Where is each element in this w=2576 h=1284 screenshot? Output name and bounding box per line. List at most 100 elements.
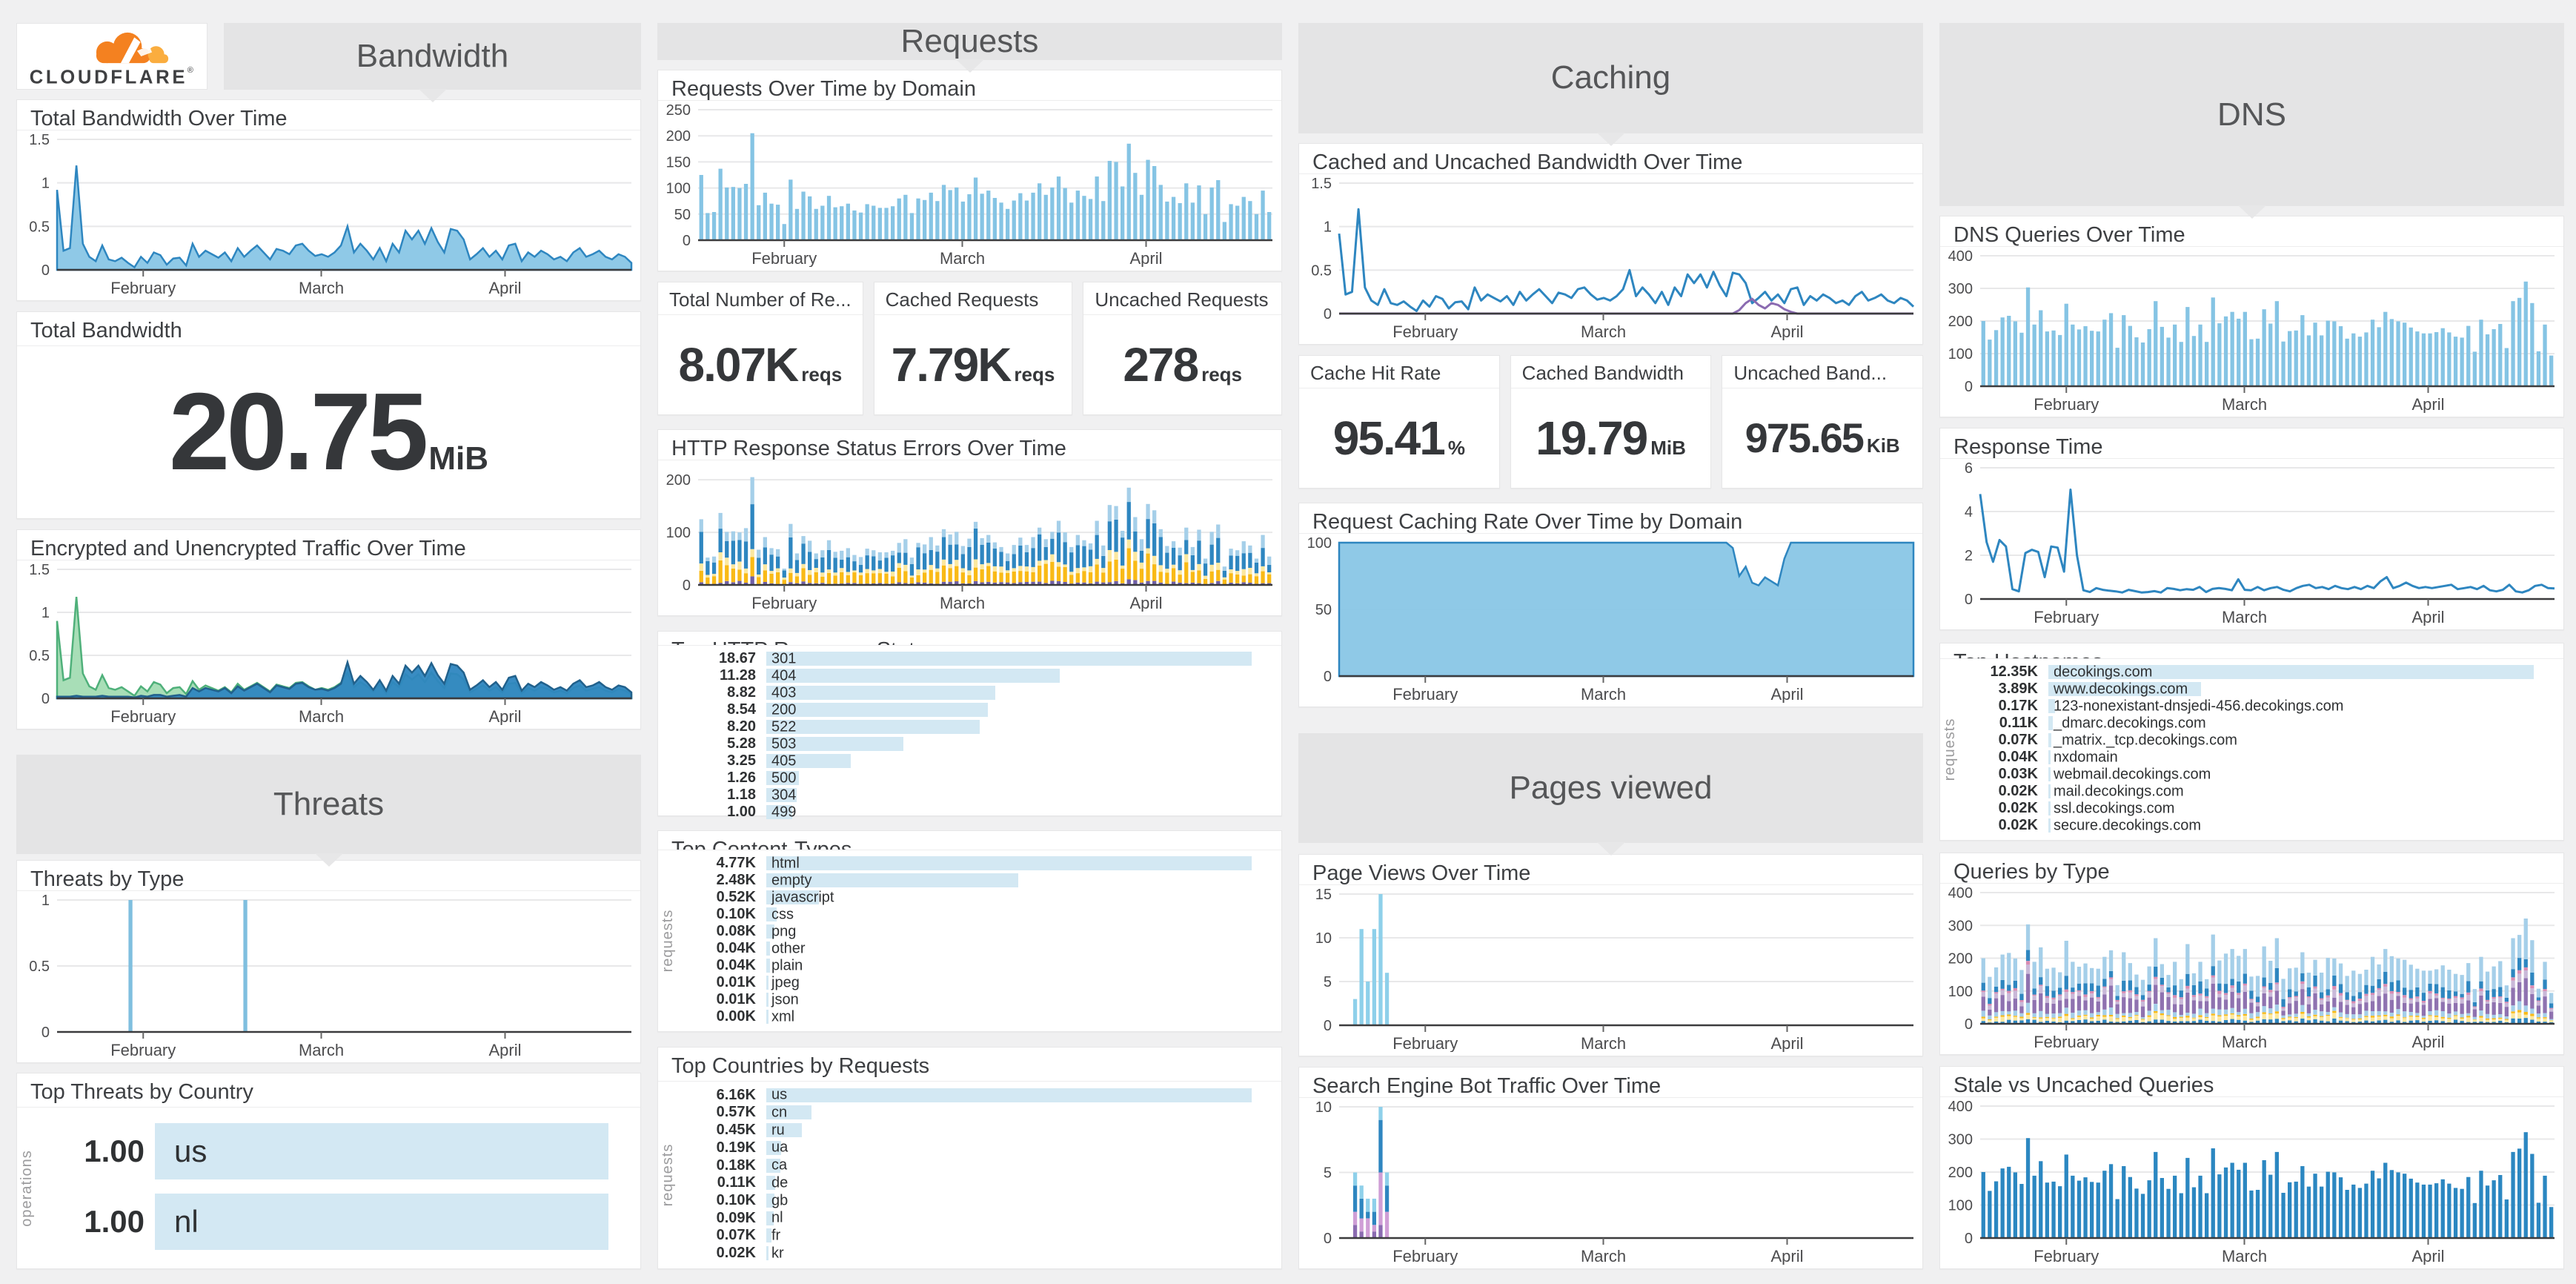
- svg-text:February: February: [110, 707, 176, 725]
- section-title: Requests: [900, 23, 1039, 59]
- stat-card-uncached-bandwidth: Uncached Band... 975.65 KiB: [1722, 354, 1924, 489]
- item-value: 0.57K: [716, 1104, 756, 1121]
- panel-title: Requests Over Time by Domain: [658, 70, 1281, 101]
- item-label: nl: [174, 1204, 199, 1239]
- list-item: 0.03K webmail.decokings.com: [1962, 766, 2549, 783]
- svg-text:200: 200: [666, 128, 691, 145]
- list-item: 0.02K ssl.decokings.com: [1962, 800, 2549, 817]
- panel-title: Top Threats by Country: [17, 1073, 640, 1108]
- list-item: 12.35K decokings.com: [1962, 663, 2549, 681]
- svg-text:50: 50: [1315, 602, 1332, 618]
- panel-title: Request Caching Rate Over Time by Domain: [1299, 503, 1922, 534]
- svg-text:0: 0: [42, 1025, 50, 1041]
- response-time-chart: 0 2 4 6 February March April: [1940, 459, 2563, 629]
- svg-text:50: 50: [674, 207, 691, 223]
- svg-text:February: February: [2034, 395, 2099, 413]
- svg-text:March: March: [2222, 395, 2267, 413]
- stat-number: 8.07K: [678, 338, 799, 391]
- stat-title: Cache Hit Rate: [1299, 356, 1499, 388]
- list-item: 0.09K nl: [680, 1210, 1267, 1227]
- svg-text:March: March: [2222, 608, 2267, 626]
- list-item: 0.04K plain: [680, 957, 1267, 974]
- list-item: 2.48K empty: [680, 872, 1267, 889]
- svg-text:0: 0: [1965, 1016, 1973, 1033]
- list-item: 0.02K kr: [680, 1245, 1267, 1262]
- panel-title: Response Time: [1940, 428, 2563, 459]
- item-label: ssl.decokings.com: [2054, 800, 2175, 816]
- top-threats-by-country-list: 1.00 us 1.00 nl operations: [17, 1108, 640, 1268]
- item-bar: [2048, 665, 2534, 679]
- item-value: 0.11K: [717, 1174, 756, 1191]
- item-bar: [2048, 682, 2202, 696]
- svg-text:0.5: 0.5: [29, 648, 50, 664]
- svg-text:February: February: [751, 249, 817, 267]
- list-item: 11.28 404: [680, 667, 1267, 684]
- stat-number: 278: [1123, 338, 1199, 391]
- list-item: 8.20 522: [680, 718, 1267, 735]
- svg-text:April: April: [2411, 395, 2444, 413]
- item-label: other: [771, 940, 806, 956]
- stat-unit: %: [1447, 436, 1465, 459]
- list-item: 0.45K ru: [680, 1122, 1267, 1139]
- item-bar: [766, 805, 793, 819]
- item-label: nl: [771, 1209, 783, 1226]
- panel-top-threats-by-country: Top Threats by Country 1.00 us 1.00 nl opera…: [16, 1073, 641, 1269]
- section-title: Bandwidth: [356, 38, 509, 74]
- svg-text:300: 300: [1948, 281, 1973, 297]
- section-title: Threats: [273, 786, 385, 822]
- svg-text:4: 4: [1965, 504, 1973, 520]
- svg-text:400: 400: [1948, 248, 1973, 265]
- item-value: 11.28: [720, 667, 756, 684]
- axis-unit-label: operations: [19, 1149, 35, 1227]
- item-label: 499: [771, 804, 797, 820]
- total-bandwidth-value: 20.75 MiB: [17, 346, 640, 518]
- svg-text:February: February: [1392, 1247, 1458, 1265]
- svg-text:1.5: 1.5: [29, 562, 50, 578]
- item-value: 3.25: [727, 752, 756, 769]
- svg-text:February: February: [1392, 1034, 1458, 1052]
- item-value: 0.04K: [716, 940, 756, 956]
- panel-response-time: Response Time 0 2 4 6 February March April: [1939, 428, 2564, 630]
- item-label: ca: [771, 1156, 788, 1174]
- panel-page-views: Page Views Over Time 0 5 10 15 February March…: [1298, 854, 1923, 1056]
- section-header-caching[interactable]: Caching: [1298, 23, 1923, 133]
- stat-card-uncached-requests: Uncached Requests 278 reqs: [1083, 282, 1282, 415]
- item-value: 6.16K: [716, 1086, 756, 1103]
- svg-text:CLOUDFLARE: CLOUDFLARE: [30, 67, 187, 88]
- item-label: 404: [771, 667, 797, 684]
- item-value: 0.04K: [1998, 749, 2038, 765]
- item-value: 8.82: [727, 684, 756, 701]
- svg-text:1.5: 1.5: [29, 132, 50, 148]
- svg-text:February: February: [1392, 322, 1458, 340]
- svg-text:15: 15: [1315, 887, 1332, 903]
- item-label: 522: [771, 718, 797, 735]
- dns-queries-chart: 0 100 200 300 400 February March April: [1940, 247, 2563, 417]
- list-item: 0.08K png: [680, 923, 1267, 940]
- item-label: _matrix._tcp.decokings.com: [2054, 732, 2237, 748]
- section-header-threats[interactable]: Threats: [16, 755, 641, 854]
- request-caching-rate-chart: 0 50 100 February March April: [1299, 534, 1922, 706]
- column-bandwidth: CLOUDFLARE ® Bandwidth Total Bandwidth O…: [16, 23, 641, 1269]
- list-item: 1.18 304: [680, 787, 1267, 804]
- section-header-pages-viewed[interactable]: Pages viewed: [1298, 732, 1923, 843]
- svg-text:March: March: [299, 1041, 344, 1059]
- section-header-bandwidth[interactable]: Bandwidth: [224, 23, 641, 90]
- section-header-dns[interactable]: DNS: [1939, 23, 2564, 206]
- section-header-requests[interactable]: Requests: [657, 23, 1282, 60]
- queries-by-type-chart: 0 100 200 300 400 February March April: [1940, 884, 2563, 1054]
- svg-text:0.5: 0.5: [29, 219, 50, 235]
- list-item: 4.77K html: [680, 855, 1267, 872]
- panel-title: Top Countries by Requests: [658, 1048, 1281, 1082]
- svg-text:0: 0: [1324, 1231, 1332, 1247]
- stat-title: Uncached Requests: [1083, 282, 1281, 315]
- list-item: 8.54 200: [680, 701, 1267, 718]
- stat-title: Total Number of Re...: [658, 282, 863, 315]
- svg-text:April: April: [1129, 249, 1162, 267]
- stat-number: 19.79: [1536, 411, 1648, 465]
- stat-title: Cached Requests: [874, 282, 1072, 315]
- item-label: plain: [771, 957, 803, 973]
- item-value: 12.35K: [1990, 663, 2039, 680]
- item-value: 0.09K: [716, 1209, 756, 1226]
- encrypted-traffic-chart: 0 0.5 1 1.5 February March April: [17, 560, 640, 729]
- item-value: 0.03K: [1998, 766, 2038, 782]
